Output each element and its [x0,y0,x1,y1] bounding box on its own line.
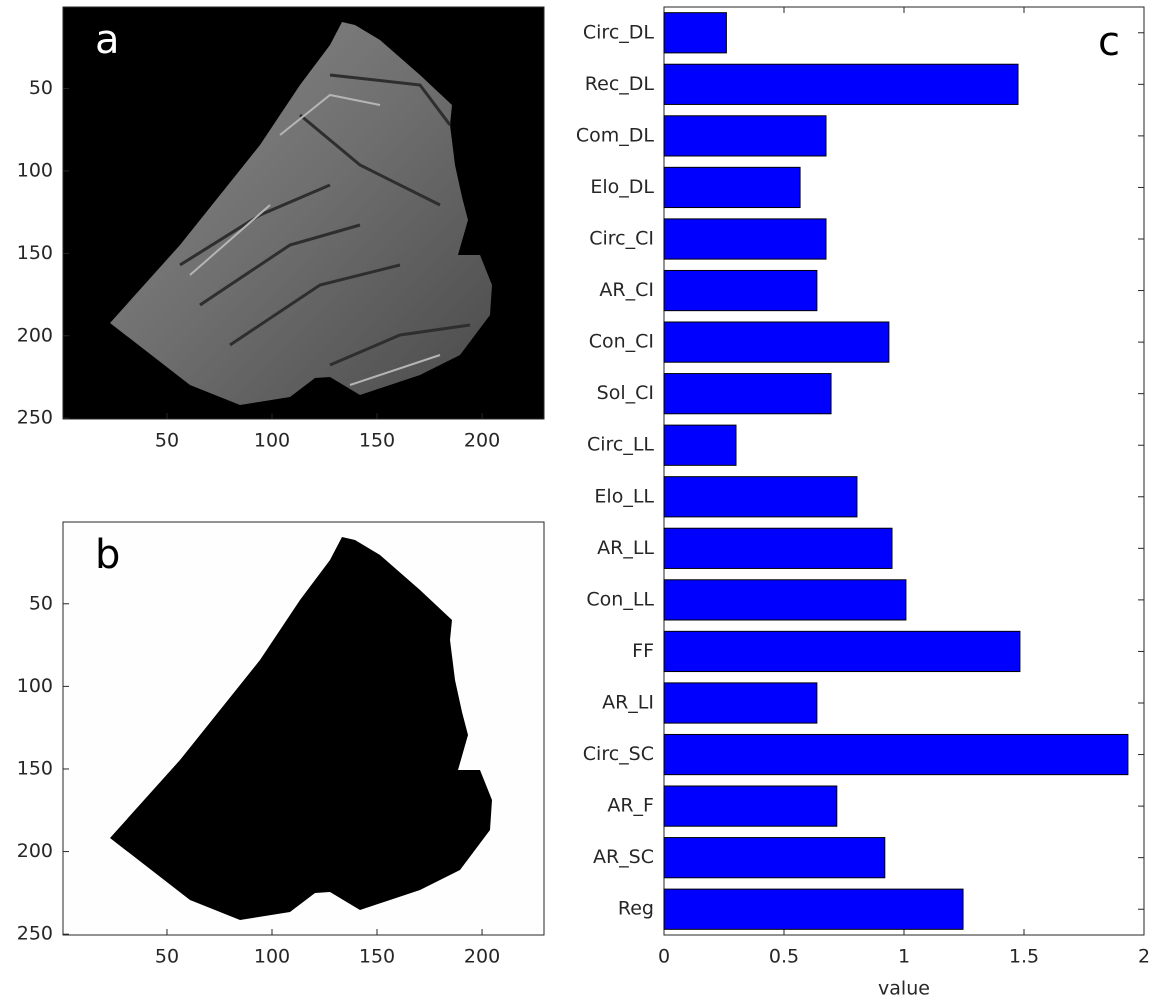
figure: 50 100 150 200 50 100 150 200 250 a 50 100 150 200 50 1… [0,0,1163,1004]
y-tick-label: 250 [17,923,53,945]
y-tick-label: AR_LL [597,537,654,559]
bar [664,219,826,259]
y-tick-label: Reg [618,898,654,920]
bar [664,580,906,620]
x-tick-label: 0.5 [769,946,799,968]
y-tick-label: Circ_CI [589,228,654,250]
bar [664,786,837,826]
panel-label: a [95,17,120,63]
x-tick-label: 0 [658,946,670,968]
y-tick-label: 150 [17,757,53,779]
y-tick-label: 200 [17,840,53,862]
bar [664,477,857,517]
y-tick-label: AR_F [607,795,654,817]
bar [664,116,826,156]
bar [664,838,885,878]
x-axis-label: value [878,978,930,1000]
bar [664,683,817,723]
bar [664,13,726,53]
x-tick-label: 200 [464,946,500,968]
bar [664,270,817,310]
y-tick-label: Rec_DL [585,73,655,95]
y-tick-label: Con_LL [586,588,654,610]
bar [664,64,1018,104]
y-tick-label: 100 [17,675,53,697]
x-tick-label: 50 [155,946,179,968]
y-tick-label: AR_CI [599,279,654,301]
y-tick-label: Circ_DL [583,21,655,43]
bar [664,374,831,414]
x-tick-label: 150 [359,430,395,452]
y-tick-label: 50 [29,592,53,614]
x-tick-label: 2 [1138,946,1150,968]
y-tick-label: Con_CI [589,331,654,353]
bar [664,425,736,465]
x-tick-label: 100 [254,430,290,452]
x-tick-label: 150 [359,946,395,968]
x-tick-label: 1 [898,946,910,968]
y-tick-label: FF [632,640,654,662]
y-tick-label: Elo_DL [590,176,654,198]
panel-label: b [95,532,120,578]
y-tick-label: Elo_LL [594,485,654,507]
page: 50 100 150 200 50 100 150 200 250 a 50 100 150 200 50 1… [0,0,1163,1004]
y-tick-label: AR_SC [593,846,654,868]
x-tick-label: 100 [254,946,290,968]
bar [664,167,800,207]
bar [664,528,892,568]
y-tick-label: 50 [29,77,53,99]
y-tick-label: Com_DL [576,124,655,146]
y-tick-label: 150 [17,242,53,264]
bar [664,889,963,929]
y-tick-label: Circ_SC [583,743,654,765]
y-tick-label: 250 [17,407,53,429]
y-tick-label: AR_LI [602,692,654,714]
bar [664,734,1128,774]
x-tick-label: 1.5 [1009,946,1039,968]
bar [664,631,1020,671]
bar [664,322,889,362]
x-tick-label: 200 [464,430,500,452]
y-tick-label: Circ_LL [587,434,654,456]
y-tick-label: Sol_CI [597,382,654,404]
y-tick-label: 100 [17,159,53,181]
panel-label: c [1098,19,1120,65]
y-tick-label: 200 [17,324,53,346]
x-tick-label: 50 [155,430,179,452]
